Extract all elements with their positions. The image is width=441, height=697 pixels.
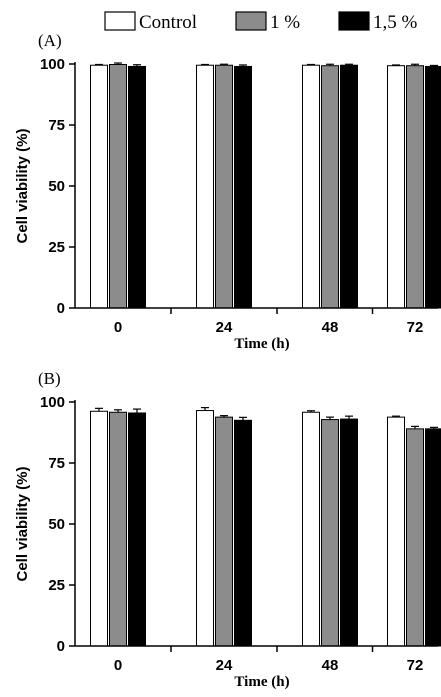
y-axis-title: Cell viability (%)	[14, 466, 31, 581]
bar-15-72	[425, 65, 441, 309]
bar-Control-72	[387, 416, 405, 647]
bar-1-72	[406, 428, 424, 647]
bar-1-0	[109, 411, 127, 647]
legend-label-0: Control	[139, 12, 197, 33]
bar-15-0	[128, 65, 146, 309]
legend-swatch-1	[235, 11, 267, 31]
bar-15-48	[340, 418, 358, 647]
bar-15-48	[340, 64, 358, 309]
y-tick-label: 0	[57, 300, 65, 317]
y-tick-label: 75	[48, 117, 65, 134]
panel-a: (A) 0 25 50 75 100 0 24 48 72 Time (h) Cell viabili…	[14, 31, 441, 352]
y-tick-label: 100	[40, 56, 65, 73]
x-tick-label: 24	[216, 657, 233, 674]
panel-label: (B)	[38, 369, 61, 388]
bar-1-48	[321, 65, 339, 309]
legend-label-1: 1 %	[270, 12, 300, 33]
bar-Control-48	[302, 411, 320, 647]
x-tick-label: 72	[407, 319, 424, 336]
panel-label: (A)	[38, 31, 62, 50]
bar-Control-0	[90, 410, 108, 647]
legend-swatch-0	[104, 11, 136, 31]
y-tick-label: 75	[48, 455, 65, 472]
y-tick-label: 50	[48, 178, 65, 195]
bar-1-48	[321, 419, 339, 647]
y-tick-label: 25	[48, 239, 65, 256]
bar-Control-24	[196, 64, 214, 309]
bar-1-72	[406, 65, 424, 309]
legend: Control 1 % 1,5 %	[104, 11, 418, 33]
legend-swatch-2	[338, 11, 370, 31]
x-axis-title: Time (h)	[234, 336, 289, 352]
x-tick-label: 0	[114, 319, 122, 336]
y-tick-label: 0	[57, 638, 65, 655]
bar-15-72	[425, 428, 441, 647]
y-tick-label: 50	[48, 516, 65, 533]
y-axis-title: Cell viability (%)	[14, 128, 31, 243]
bar-1-24	[215, 64, 233, 309]
bar-Control-24	[196, 410, 214, 647]
bar-1-24	[215, 416, 233, 647]
y-tick-label: 25	[48, 577, 65, 594]
panel-b: (B) 0 25 50 75 100 0 24 48 72 Time (h) Cell viabili…	[14, 369, 441, 690]
bar-15-0	[128, 412, 146, 647]
bar-15-24	[234, 419, 252, 647]
x-tick-label: 72	[407, 657, 424, 674]
x-tick-label: 48	[322, 657, 339, 674]
bar-15-24	[234, 65, 252, 309]
x-tick-label: 24	[216, 319, 233, 336]
bar-Control-72	[387, 65, 405, 309]
x-tick-label: 0	[114, 657, 122, 674]
bar-Control-48	[302, 64, 320, 309]
bar-1-0	[109, 63, 127, 309]
legend-label-2: 1,5 %	[373, 12, 418, 33]
x-axis-title: Time (h)	[234, 674, 289, 690]
y-tick-label: 100	[40, 394, 65, 411]
bar-Control-0	[90, 64, 108, 309]
x-tick-label: 48	[322, 319, 339, 336]
